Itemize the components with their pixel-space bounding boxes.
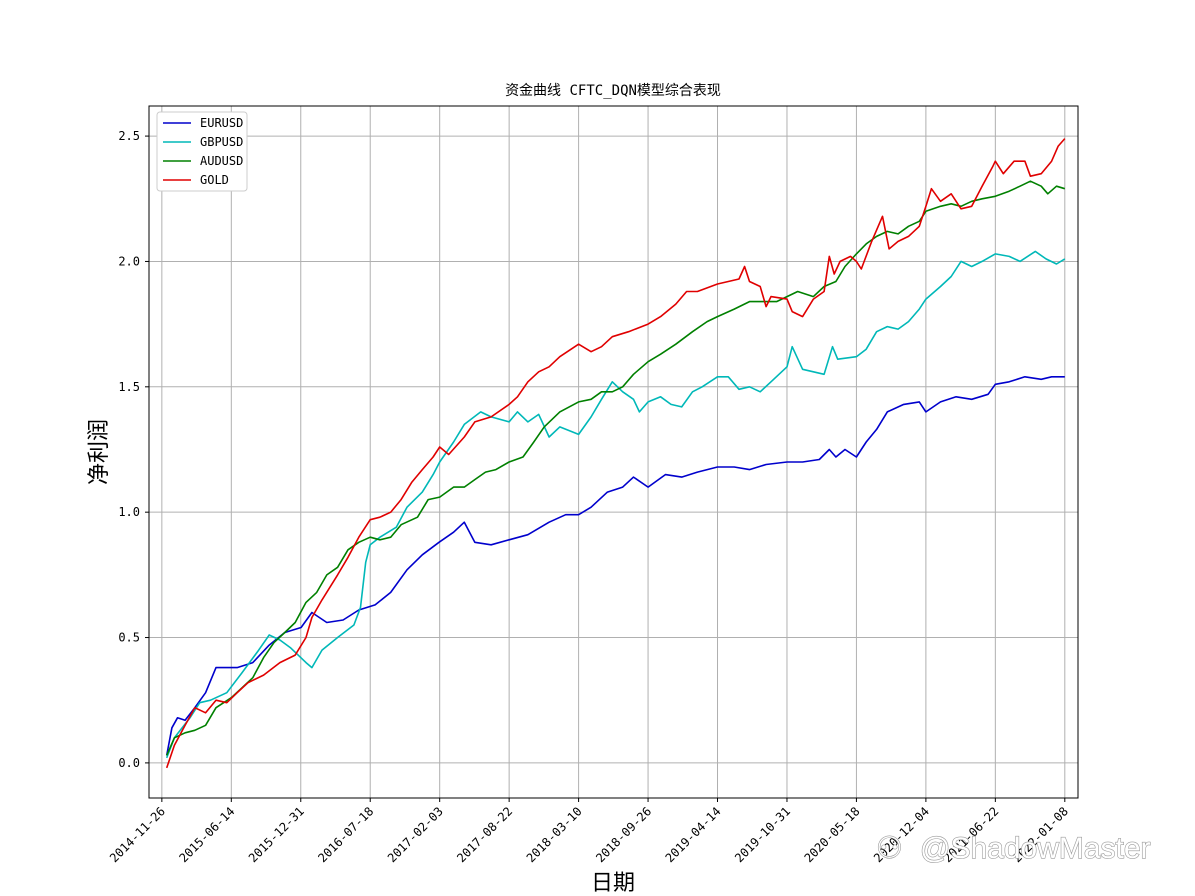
series-layer xyxy=(165,138,1066,769)
y-tick-label: 2.5 xyxy=(118,129,140,143)
legend-label-eurusd: EURUSD xyxy=(200,116,243,130)
y-tick-label: 2.0 xyxy=(118,254,140,268)
watermark: ⚇ @ShadowMaster xyxy=(875,831,1151,865)
y-tick-label: 1.5 xyxy=(118,380,140,394)
y-tick-label: 0.5 xyxy=(118,631,140,645)
legend-label-audusd: AUDUSD xyxy=(200,154,243,168)
x-axis-label: 日期 xyxy=(591,871,635,896)
chart-title: 资金曲线 CFTC_DQN模型综合表现 xyxy=(505,83,721,99)
legend-label-gbpusd: GBPUSD xyxy=(200,135,243,149)
y-axis-label: 净利润 xyxy=(87,419,112,485)
y-tick-label: 0.0 xyxy=(118,756,140,770)
legend-box xyxy=(156,111,248,192)
series-line-gold xyxy=(165,138,1066,769)
grid xyxy=(149,106,1078,798)
watermark-text: @ShadowMaster xyxy=(920,832,1151,865)
watermark-icon: ⚇ xyxy=(876,832,903,865)
legend: EURUSD GBPUSD AUDUSD GOLD xyxy=(156,111,248,192)
y-tick-label: 1.0 xyxy=(118,505,140,519)
series-line-audusd xyxy=(165,180,1066,756)
series-line-gbpusd xyxy=(165,250,1066,759)
legend-label-gold: GOLD xyxy=(200,173,229,187)
plot-frame xyxy=(148,105,1079,799)
